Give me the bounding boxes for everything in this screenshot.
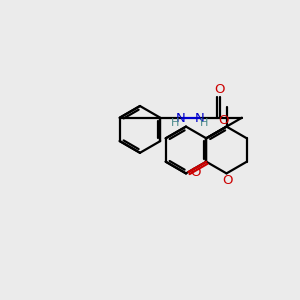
Text: N: N — [195, 112, 205, 124]
Text: O: O — [214, 83, 225, 96]
Text: O: O — [190, 166, 201, 179]
Text: O: O — [222, 174, 233, 187]
Text: H: H — [171, 118, 180, 128]
Text: H: H — [200, 118, 209, 128]
Text: N: N — [176, 112, 185, 124]
Text: O: O — [218, 114, 229, 127]
